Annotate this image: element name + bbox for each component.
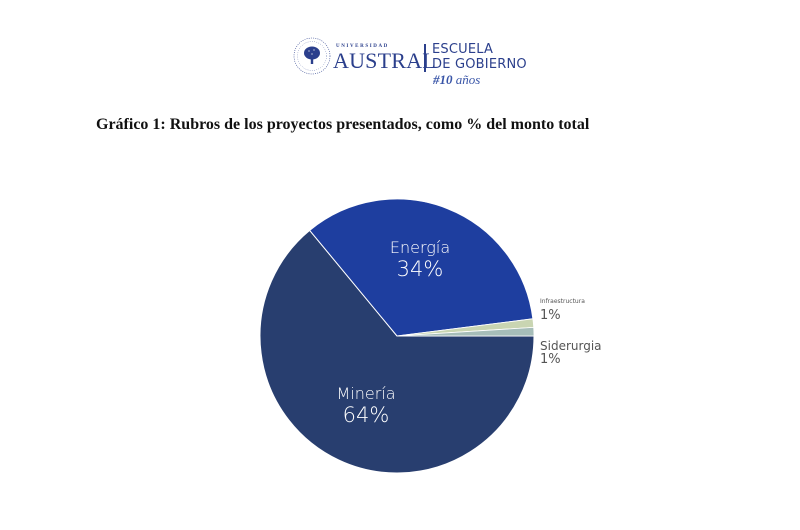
austral-logo: UNIVERSIDAD AUSTRAL ESCUELA DE GOBIERNO …	[292, 36, 542, 90]
label-infraestructura: Infraestructura 1%	[540, 298, 585, 323]
label-mineria-pct: 64%	[342, 403, 390, 427]
slice-siderurgia	[396, 326, 535, 337]
label-energia-pct: 34%	[396, 257, 444, 281]
label-siderurgia-name: Siderurgia	[540, 339, 602, 353]
school-name-line1: ESCUELA	[432, 42, 494, 57]
label-mineria-name: Minería	[336, 384, 396, 403]
label-siderurgia: Siderurgia 1%	[540, 340, 602, 367]
school-name-line2: DE GOBIERNO	[432, 57, 527, 72]
chart-title: Gráfico 1: Rubros de los proyectos prese…	[96, 116, 590, 133]
slice-energia	[308, 198, 534, 337]
label-energia-name: Energía	[389, 238, 451, 257]
logo-divider	[424, 44, 426, 72]
label-mineria: Minería 64%	[316, 384, 416, 428]
slice-mineria	[259, 229, 535, 474]
university-seal-icon	[293, 37, 331, 75]
label-siderurgia-pct: 1%	[540, 352, 561, 367]
university-name: AUSTRAL	[333, 48, 436, 73]
label-infraestructura-name: Infraestructura	[540, 298, 585, 305]
anniversary-number: #10	[433, 72, 453, 87]
anniversary-text: años	[455, 72, 481, 87]
university-small-label: UNIVERSIDAD	[336, 44, 389, 49]
label-energia: Energía 34%	[370, 238, 470, 282]
anniversary-tag: #10 años	[433, 72, 480, 88]
label-infraestructura-pct: 1%	[540, 308, 561, 323]
